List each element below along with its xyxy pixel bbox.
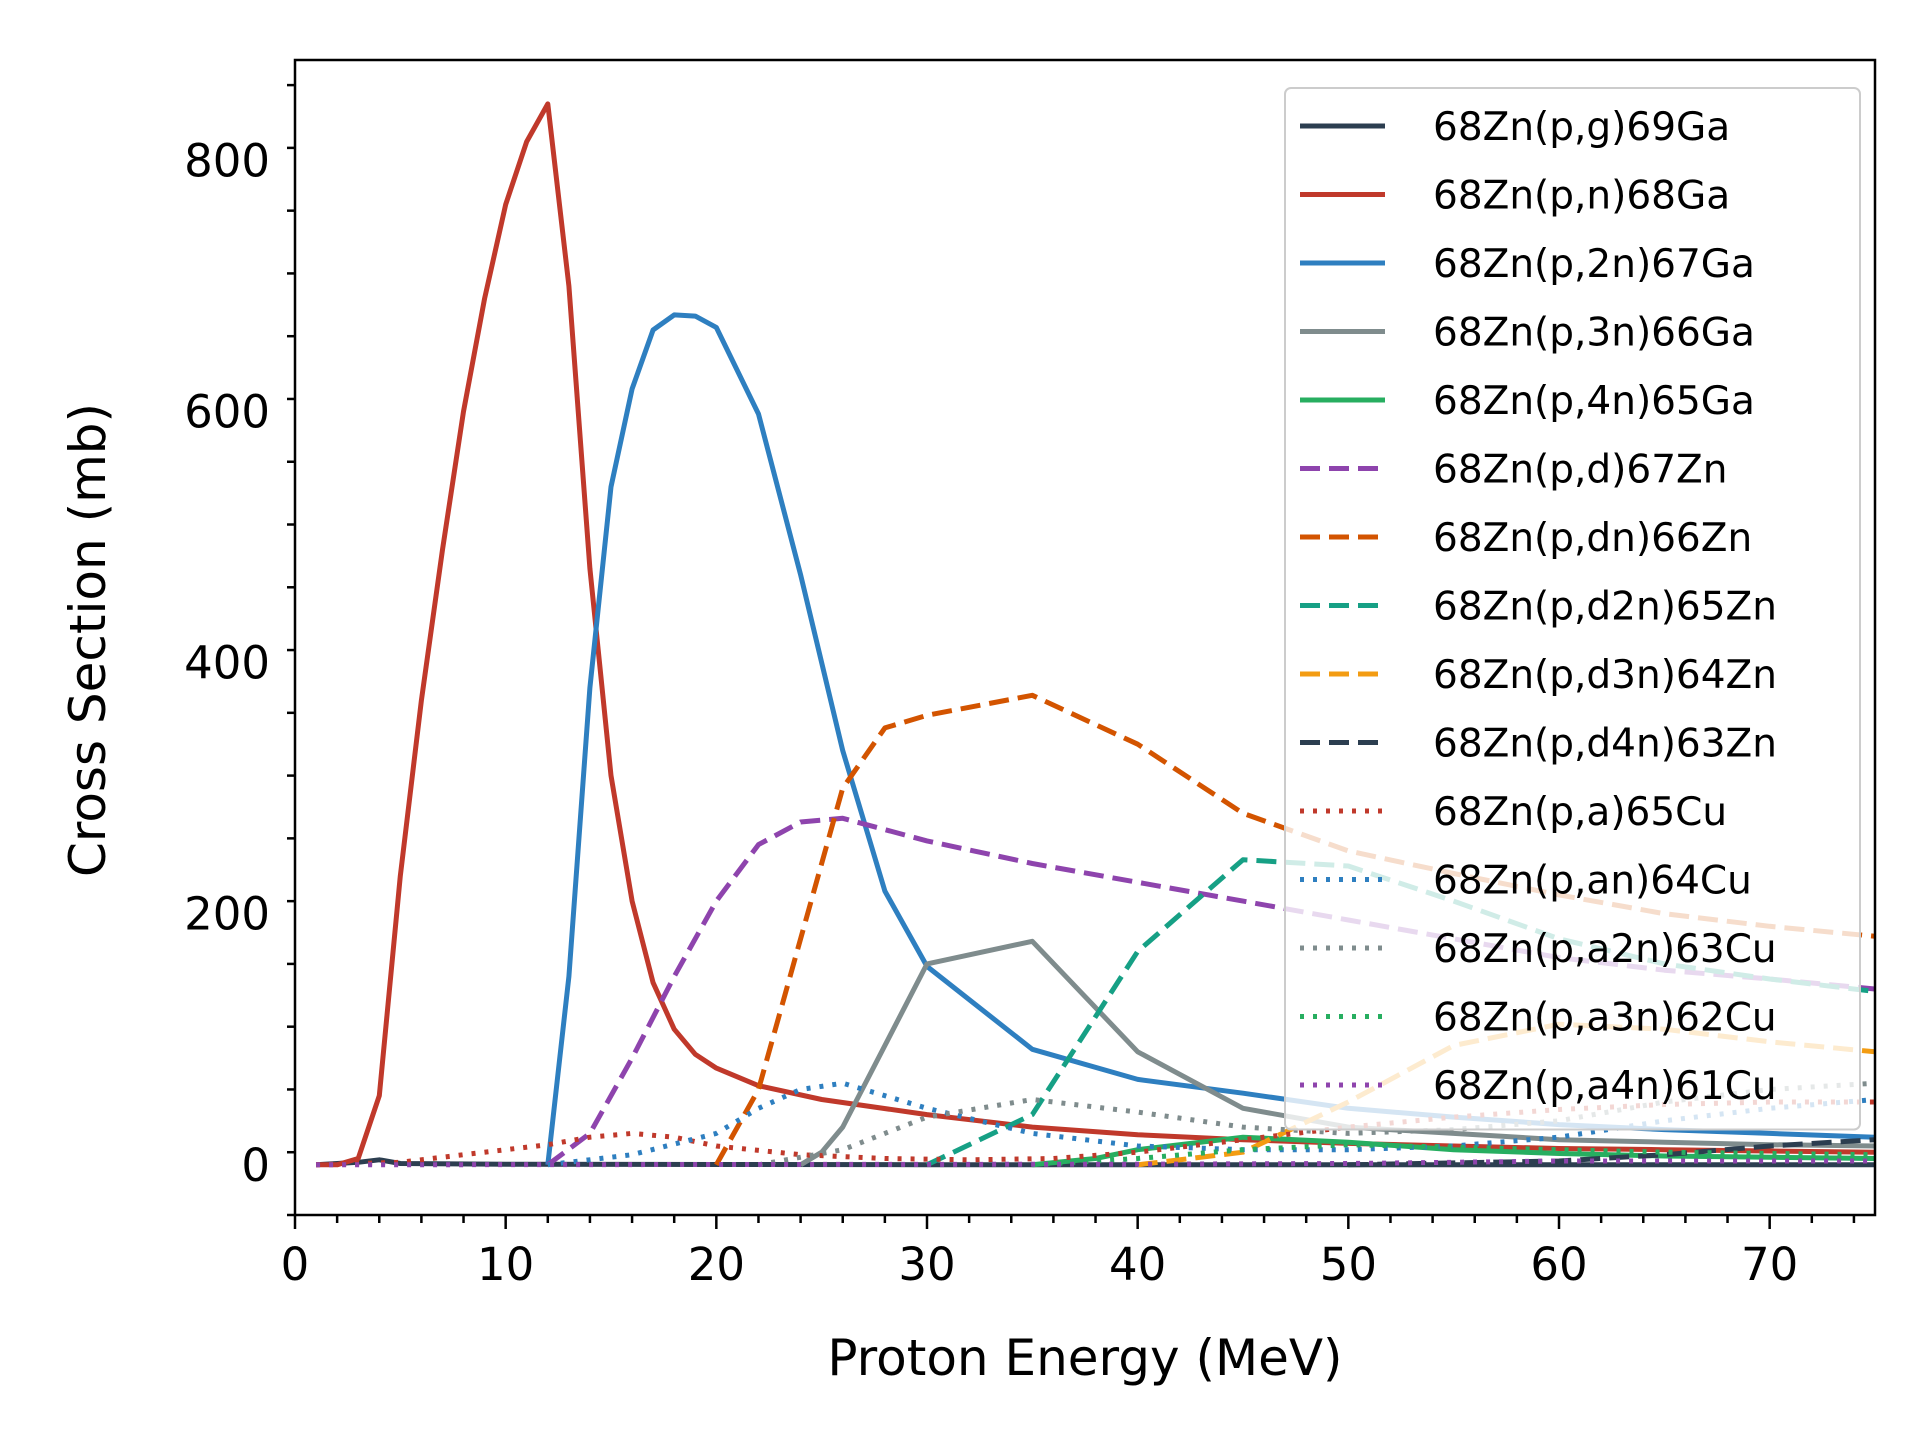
series-line-5: [1032, 1134, 1875, 1168]
legend-label: 68Zn(p,dn)66Zn: [1433, 516, 1752, 561]
legend-label: 68Zn(p,d3n)64Zn: [1433, 653, 1777, 698]
legend-label: 68Zn(p,an)64Cu: [1433, 859, 1752, 904]
legend-label: 68Zn(p,3n)66Ga: [1433, 311, 1755, 356]
y-axis: 0 200 400 600 800: [184, 83, 295, 1217]
series-line-12: [547, 1080, 1875, 1168]
y-tick-label: 200: [184, 888, 270, 941]
legend-label: 68Zn(p,n)68Ga: [1433, 174, 1730, 219]
y-tick-label: 800: [184, 134, 270, 187]
x-tick-label: 0: [281, 1238, 310, 1291]
x-tick-label: 20: [688, 1238, 745, 1291]
legend-label: 68Zn(p,d4n)63Zn: [1433, 722, 1777, 767]
series-line-4: [799, 938, 1875, 1167]
series-line-11: [316, 1099, 1875, 1168]
series-line-14: [1032, 1142, 1875, 1168]
legend-label: 68Zn(p,4n)65Ga: [1433, 379, 1755, 424]
x-axis: 0 10 20 30 40 50 60 70: [281, 1215, 1856, 1291]
y-axis-title: Cross Section (mb): [59, 403, 117, 877]
legend-label: 68Zn(p,d2n)65Zn: [1433, 585, 1777, 630]
legend-label: 68Zn(p,a4n)61Cu: [1433, 1064, 1777, 1109]
x-tick-label: 50: [1320, 1238, 1377, 1291]
x-axis-title: Proton Energy (MeV): [827, 1329, 1342, 1387]
legend-label: 68Zn(p,g)69Ga: [1433, 105, 1730, 150]
x-tick-label: 60: [1530, 1238, 1587, 1291]
legend-label: 68Zn(p,d)67Zn: [1433, 448, 1727, 493]
x-tick-label: 10: [477, 1238, 534, 1291]
x-tick-label: 30: [898, 1238, 955, 1291]
y-tick-label: 0: [241, 1139, 270, 1192]
y-tick-label: 400: [184, 637, 270, 690]
legend: 68Zn(p,g)69Ga 68Zn(p,n)68Ga 68Zn(p,2n)67Ga…: [1284, 87, 1861, 1131]
legend-label: 68Zn(p,a2n)63Cu: [1433, 927, 1777, 972]
x-tick-label: 70: [1741, 1238, 1798, 1291]
legend-label: 68Zn(p,2n)67Ga: [1433, 242, 1755, 287]
legend-label: 68Zn(p,a3n)62Cu: [1433, 996, 1777, 1041]
legend-box: [1284, 87, 1861, 1131]
y-tick-label: 600: [184, 386, 270, 439]
plot-frame: [293, 58, 1877, 1217]
x-tick-label: 40: [1109, 1238, 1166, 1291]
legend-label: 68Zn(p,a)65Cu: [1433, 790, 1727, 835]
series-line-1: [315, 1157, 1875, 1168]
